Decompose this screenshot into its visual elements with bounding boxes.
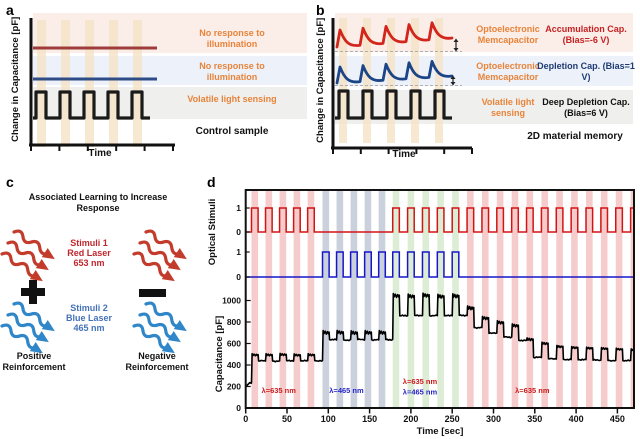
- panel-a-annotation-accumulation: No response to illumination: [199, 28, 265, 49]
- panel-a-annotation-depletion: No response to illumination: [199, 61, 265, 82]
- panel-b-graphics: [331, 13, 633, 154]
- panel-c-letter: c: [6, 174, 14, 190]
- lambda-annotation: λ=465 nm: [403, 388, 438, 397]
- svg-text:0: 0: [243, 414, 248, 424]
- svg-text:1: 1: [236, 203, 241, 213]
- stimulus2-source: Blue Laser: [65, 313, 113, 323]
- panel-b-y-axis-label: Change in Capacitance [pF]: [314, 17, 326, 143]
- svg-text:400: 400: [227, 360, 241, 370]
- blue-laser-waves-icon: [0, 323, 43, 354]
- panel-a-letter: a: [6, 2, 14, 18]
- stimulus1-name: Stimuli 1: [70, 238, 108, 248]
- panel-c-graphics: [0, 229, 187, 354]
- minus-icon: [139, 289, 166, 297]
- blue-laser-waves-icon: [6, 312, 49, 343]
- panel-a-y-axis-label: Change in Capacitance [pF]: [9, 16, 21, 142]
- svg-text:350: 350: [527, 414, 542, 424]
- panel-c-title: Associated Learning to Increase Response: [28, 192, 168, 213]
- lambda-annotation: λ=635 nm: [262, 386, 297, 395]
- stimulus1-source: Red Laser: [67, 248, 111, 258]
- red-laser-waves-icon: [6, 240, 49, 271]
- time-axis-label: Time [sec]: [417, 426, 464, 437]
- blue-laser-waves-icon: [144, 301, 187, 332]
- wavelength-annotations: λ=635 nm λ=465 nm λ=635 nm λ=465 nm λ=635 nm: [262, 377, 550, 397]
- stimulus2-wavelength: 465 nm: [73, 323, 105, 333]
- svg-text:200: 200: [227, 382, 241, 392]
- svg-text:400: 400: [569, 414, 584, 424]
- panel-b-left-label-0: Optoelectronic Memcapacitor: [476, 24, 540, 45]
- svg-text:100: 100: [321, 414, 336, 424]
- svg-text:50: 50: [282, 414, 292, 424]
- svg-text:800: 800: [227, 317, 241, 327]
- svg-text:0: 0: [236, 403, 241, 413]
- svg-text:0: 0: [236, 272, 241, 282]
- panel-b-x-axis-label: Time: [392, 149, 416, 160]
- panel-b-caption: 2D material memory: [527, 131, 623, 142]
- capacitance-trace: [245, 292, 635, 388]
- panel-a-annotation-volatile: Volatile light sensing: [187, 94, 277, 104]
- lambda-annotation: λ=635 nm: [403, 377, 438, 386]
- red-laser-waves-icon: [138, 240, 181, 271]
- optical-stimuli-axis-label: Optical Stimuli: [207, 199, 218, 266]
- positive-reinforcement-label: Positive Reinforcement: [2, 351, 66, 372]
- panel-a-graphics: [29, 13, 307, 151]
- panel-a-plot: [29, 13, 307, 151]
- blue-laser-waves-icon: [138, 312, 181, 343]
- negative-reinforcement-label: Negative Reinforcement: [125, 351, 189, 372]
- lambda-annotation: λ=465 nm: [329, 386, 364, 395]
- red-laser-waves-icon: [12, 229, 55, 260]
- svg-text:150: 150: [362, 414, 377, 424]
- svg-text:250: 250: [445, 414, 460, 424]
- panel-a-caption: Control sample: [195, 126, 269, 137]
- stimulus2-name: Stimuli 2: [70, 303, 108, 313]
- blue-laser-stimulus-trace: [245, 251, 634, 278]
- red-laser-waves-icon: [144, 229, 187, 260]
- panel-d-plot: Optical Stimuli Capacitance [pF] Time [s…: [207, 189, 635, 437]
- lambda-annotation: λ=635 nm: [515, 386, 550, 395]
- svg-text:300: 300: [486, 414, 501, 424]
- panel-b-left-label-2: Volatile light sensing: [481, 97, 535, 118]
- panel-b-plot: [331, 13, 633, 154]
- blue-laser-waves-icon: [12, 301, 55, 332]
- svg-text:600: 600: [227, 339, 241, 349]
- panel-b-right-label-0: Accumulation Cap. (Bias=-6 V): [545, 24, 627, 45]
- panel-a-x-axis-label: Time: [88, 148, 112, 159]
- red-laser-waves-icon: [0, 251, 43, 282]
- svg-text:0: 0: [236, 227, 241, 237]
- svg-text:450: 450: [610, 414, 625, 424]
- panel-b-right-label-2: Deep Depletion Cap. (Bias=6 V): [542, 97, 630, 118]
- red-laser-stimulus-trace: [245, 207, 635, 233]
- red-laser-waves-icon: [132, 251, 175, 282]
- panel-d-letter: d: [207, 174, 216, 190]
- capacitance-axis-label: Capacitance [pF]: [214, 316, 225, 393]
- panel-b-letter: b: [316, 2, 325, 18]
- panel-b-right-label-1: Depletion Cap. (Bias=1 V): [537, 61, 635, 82]
- illumination-bands: [251, 191, 634, 407]
- svg-text:200: 200: [403, 414, 418, 424]
- plus-icon: [21, 280, 45, 304]
- stimulus1-wavelength: 653 nm: [73, 258, 105, 268]
- svg-text:1: 1: [236, 247, 241, 257]
- panel-c-illustration: [0, 229, 187, 354]
- svg-text:1000: 1000: [222, 296, 241, 306]
- panel-b-left-label-1: Optoelectronic Memcapacitor: [476, 61, 540, 82]
- blue-laser-waves-icon: [132, 323, 175, 354]
